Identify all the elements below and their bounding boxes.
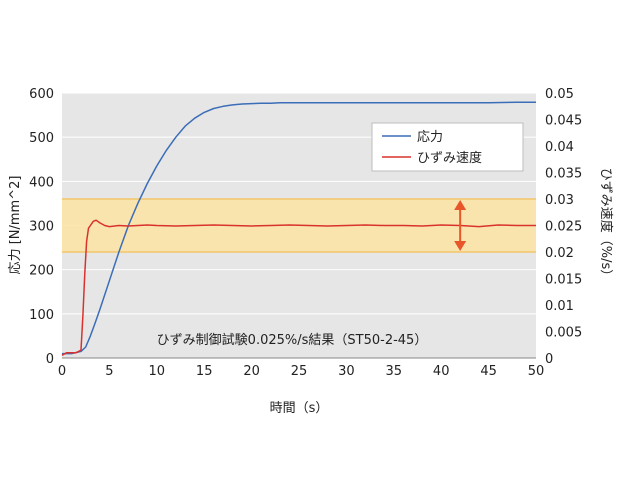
y-left-tick-labels: 0 100 200 300 400 500 600	[29, 87, 54, 367]
y-right-tick-label-9: 0.045	[545, 114, 582, 129]
y-right-tick-label-10: 0.05	[545, 87, 574, 102]
band-arrow-head-up	[454, 200, 467, 210]
y-left-tick-label-2: 200	[29, 264, 54, 279]
x-tick-label-3: 15	[196, 364, 213, 379]
y-right-tick-label-2: 0.01	[545, 299, 574, 314]
y-right-tick-label-4: 0.02	[545, 246, 574, 261]
y-right-tick-label-1: 0.005	[545, 326, 582, 341]
series-lines	[61, 101, 536, 357]
x-tick-label-5: 25	[291, 364, 308, 379]
x-tick-label-0: 0	[58, 364, 66, 379]
chart-annotation: ひずみ制御試験0.025%/s結果（ST50-2-45）	[157, 332, 428, 348]
y-right-tick-label-7: 0.035	[545, 167, 582, 182]
y-right-tick-label-8: 0.04	[545, 140, 574, 155]
y-right-tick-label-5: 0.025	[545, 220, 582, 235]
y-right-tick-label-3: 0.015	[545, 273, 582, 288]
x-tick-label-7: 35	[386, 364, 403, 379]
y-left-tick-label-3: 300	[29, 220, 54, 235]
x-axis-title: 時間（s）	[270, 401, 329, 416]
legend-box	[371, 122, 524, 172]
band-arrow-head-down	[454, 241, 467, 251]
x-tick-label-4: 20	[243, 364, 260, 379]
x-tick-label-9: 45	[480, 364, 497, 379]
y-left-axis-title: 応力 [N/mm^2]	[8, 176, 23, 275]
series-line-0	[62, 101, 536, 355]
legend-label-stress: 応力	[417, 130, 443, 145]
x-tick-labels: 0 5 10 15 20 25 30 35 40 45 50	[58, 364, 544, 379]
legend-label-strain-rate: ひずみ速度	[417, 150, 482, 166]
y-left-tick-label-0: 0	[46, 352, 54, 367]
y-right-tick-labels: 0 0.005 0.01 0.015 0.02 0.025 0.03 0.035 0.04 0.0…	[545, 87, 582, 367]
x-tick-label-1: 5	[105, 364, 113, 379]
band-arrow	[454, 200, 467, 251]
y-left-tick-label-5: 500	[29, 131, 54, 146]
x-tick-label-2: 10	[149, 364, 166, 379]
y-left-tick-label-1: 100	[29, 308, 54, 323]
y-right-tick-label-6: 0.03	[545, 193, 574, 208]
legend: 応力 ひずみ速度	[371, 122, 524, 172]
x-tick-label-8: 40	[433, 364, 450, 379]
y-left-tick-label-4: 400	[29, 175, 54, 190]
y-right-axis-title: ひずみ速度（%/s）	[598, 168, 614, 283]
x-tick-label-6: 30	[338, 364, 355, 379]
y-right-tick-label-0: 0	[545, 352, 553, 367]
y-left-tick-label-6: 600	[29, 87, 54, 102]
x-tick-label-10: 50	[528, 364, 545, 379]
series-line-1	[61, 219, 536, 357]
